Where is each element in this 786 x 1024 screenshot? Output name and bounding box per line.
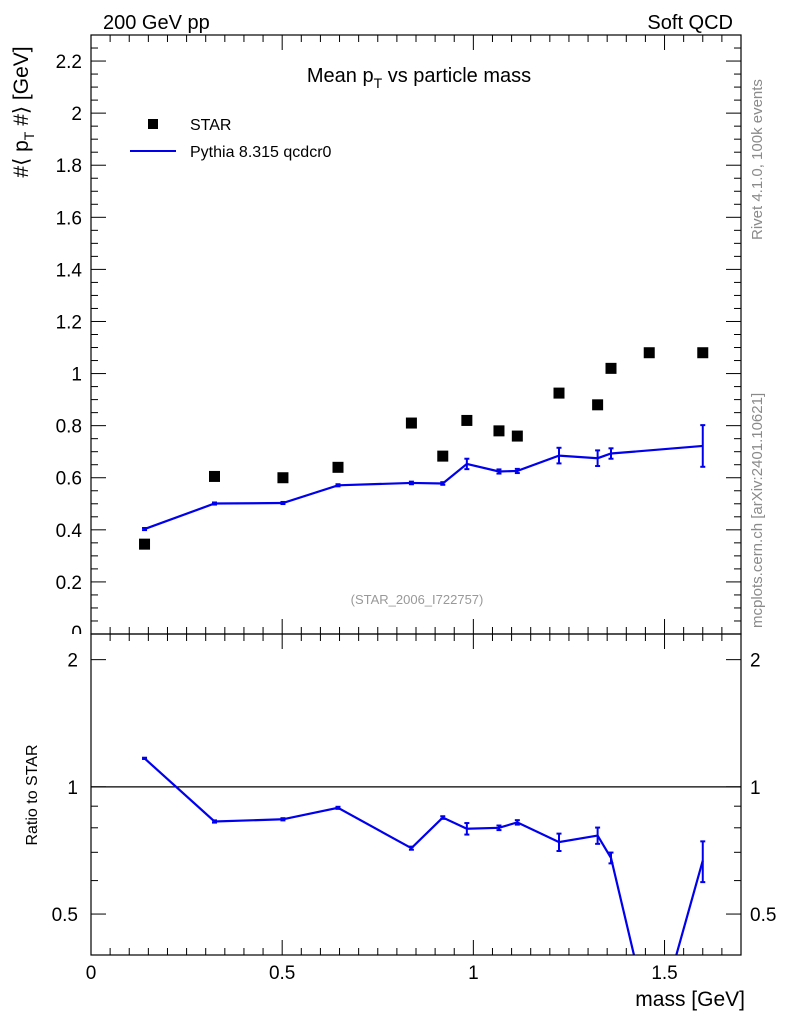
x-tick-label: 0	[86, 963, 97, 984]
legend-pythia-label: Pythia 8.315 qcdcr0	[190, 144, 332, 161]
y-tick-label: 0.6	[56, 469, 82, 490]
star-point	[592, 399, 604, 411]
legend: STAR Pythia 8.315 qcdcr0	[130, 117, 332, 161]
pythia-line	[144, 444, 703, 531]
star-point	[461, 414, 473, 426]
ratio-panel-frame	[90, 633, 742, 956]
x-tick-label: 1	[468, 963, 479, 984]
y-tick-label: 1.4	[56, 260, 83, 281]
title-sub: T	[374, 75, 383, 91]
ratio-y-tick-label: 1	[67, 778, 78, 799]
source-label: (STAR_2006_I722757)	[351, 592, 484, 607]
star-point	[139, 538, 151, 550]
star-point	[553, 387, 565, 399]
ratio-y-tick-label-right: 1	[750, 778, 761, 799]
star-point	[493, 425, 505, 437]
ratio-y-tick-label: 0.5	[52, 905, 78, 926]
y-tick-label: 1.2	[56, 312, 82, 333]
star-point	[405, 417, 417, 429]
header-left-label: 200 GeV pp	[103, 12, 210, 34]
chart-title: Mean pT vs particle mass	[307, 65, 531, 91]
ylabel-post: #⟩ [GeV]	[10, 46, 33, 131]
star-point	[332, 461, 344, 473]
header-right-label: Soft QCD	[647, 12, 733, 34]
axis-ticks: 0 0.5 1 1.5 0.2 0.4 0.6 0.8 1 1.2 1.4 1.6 1.8 2 2.2 0 0.…	[52, 34, 776, 984]
star-point	[643, 347, 655, 359]
ylabel-sub: T	[21, 131, 37, 140]
y-tick-label: 1.6	[56, 208, 82, 229]
y-tick-label: 2	[71, 104, 82, 125]
star-point	[605, 362, 617, 374]
star-point	[277, 472, 289, 484]
ratio-ylabel: Ratio to STAR	[24, 744, 41, 845]
star-series	[139, 347, 709, 550]
star-point	[697, 347, 709, 359]
main-panel-frame	[90, 34, 742, 635]
y-tick-label: 0.2	[56, 573, 82, 594]
y-tick-label: 0.4	[56, 521, 83, 542]
star-point	[437, 450, 449, 462]
y-tick-label: 1	[71, 365, 82, 386]
title-post: vs particle mass	[382, 65, 531, 87]
x-tick-label: 0.5	[269, 963, 295, 984]
legend-star-marker	[148, 119, 158, 129]
y-tick-label: 2.2	[56, 52, 82, 73]
pythia-series	[142, 424, 706, 532]
x-tick-label: 1.5	[651, 963, 677, 984]
star-point	[209, 470, 220, 482]
legend-star-label: STAR	[190, 117, 231, 134]
ratio-series	[142, 756, 706, 955]
ratio-line	[143, 757, 704, 955]
y-tick-label: 0.8	[56, 417, 82, 438]
rivet-label: Rivet 4.1.0, 100k events	[749, 79, 766, 240]
panel-frames	[90, 34, 742, 956]
title-pre: Mean p	[307, 65, 374, 87]
ratio-y-tick-label: 2	[67, 651, 78, 672]
xlabel: mass [GeV]	[635, 988, 745, 1011]
ratio-y-tick-label-right: 2	[750, 651, 761, 672]
y-tick-label-zero: 0	[71, 623, 82, 644]
ratio-y-tick-label-right: 0.5	[750, 905, 776, 926]
ylabel-pre: #⟨ p	[10, 140, 33, 177]
mcplots-label: mcplots.cern.ch [arXiv:2401.10621]	[749, 393, 766, 628]
star-point	[511, 430, 523, 442]
main-ylabel: #⟨ pT #⟩ [GeV]	[10, 46, 37, 177]
y-tick-label: 1.8	[56, 156, 82, 177]
